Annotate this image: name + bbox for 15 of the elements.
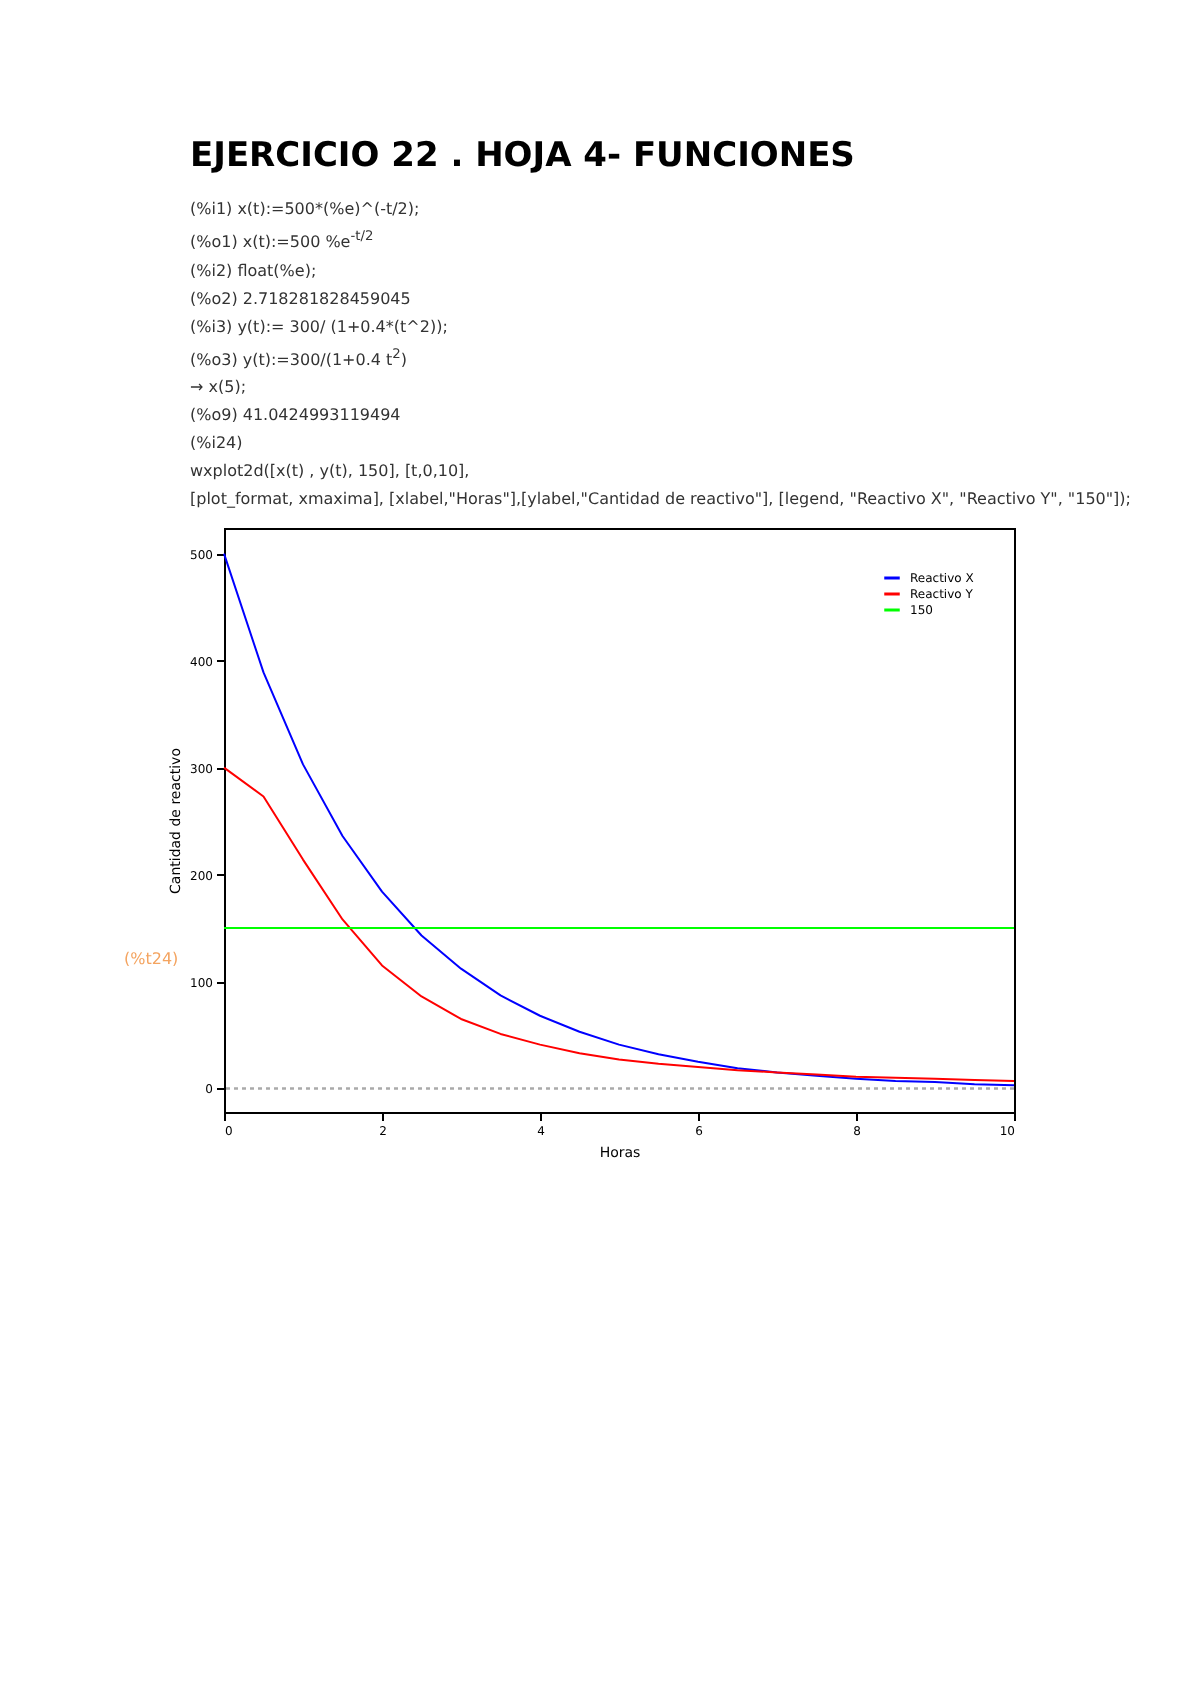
line-series xyxy=(223,553,1015,1087)
chart-title: EJERCICIO 22 . HOJA 4- FUNCIONES xyxy=(190,136,857,176)
text: (%o9) 41.0424993119494 xyxy=(190,406,403,425)
text: wxplot2d([x(t) , y(t), 150], [t,0,10], xyxy=(190,462,472,481)
text: → x(5); xyxy=(190,378,249,397)
text: (%i3) y(t):= 300/ (1+0.4*(t^2)); xyxy=(190,317,450,336)
text: (%i2) float(%e); xyxy=(190,261,319,280)
text: (%o1) x(t):=500 %e$^{-t/2}$ xyxy=(190,228,376,252)
text: (%i24) xyxy=(190,434,245,453)
text: (%i1) x(t):=500*(%e)^(-t/2); xyxy=(190,200,422,218)
line-series xyxy=(223,767,1015,1083)
text: [plot_format, xmaxima], [xlabel,"Horas"],[ylabel,"Cantidad de reactivo"], [legend, "Reactivo X", "Reactivo Y", "150"]); xyxy=(190,490,1133,509)
text: (%o2) 2.718281828459045 xyxy=(190,289,413,308)
text: (%t24) xyxy=(124,950,179,968)
text: (%o3) y(t):=300/(1+0.4 t$^{2}$) xyxy=(190,345,410,369)
